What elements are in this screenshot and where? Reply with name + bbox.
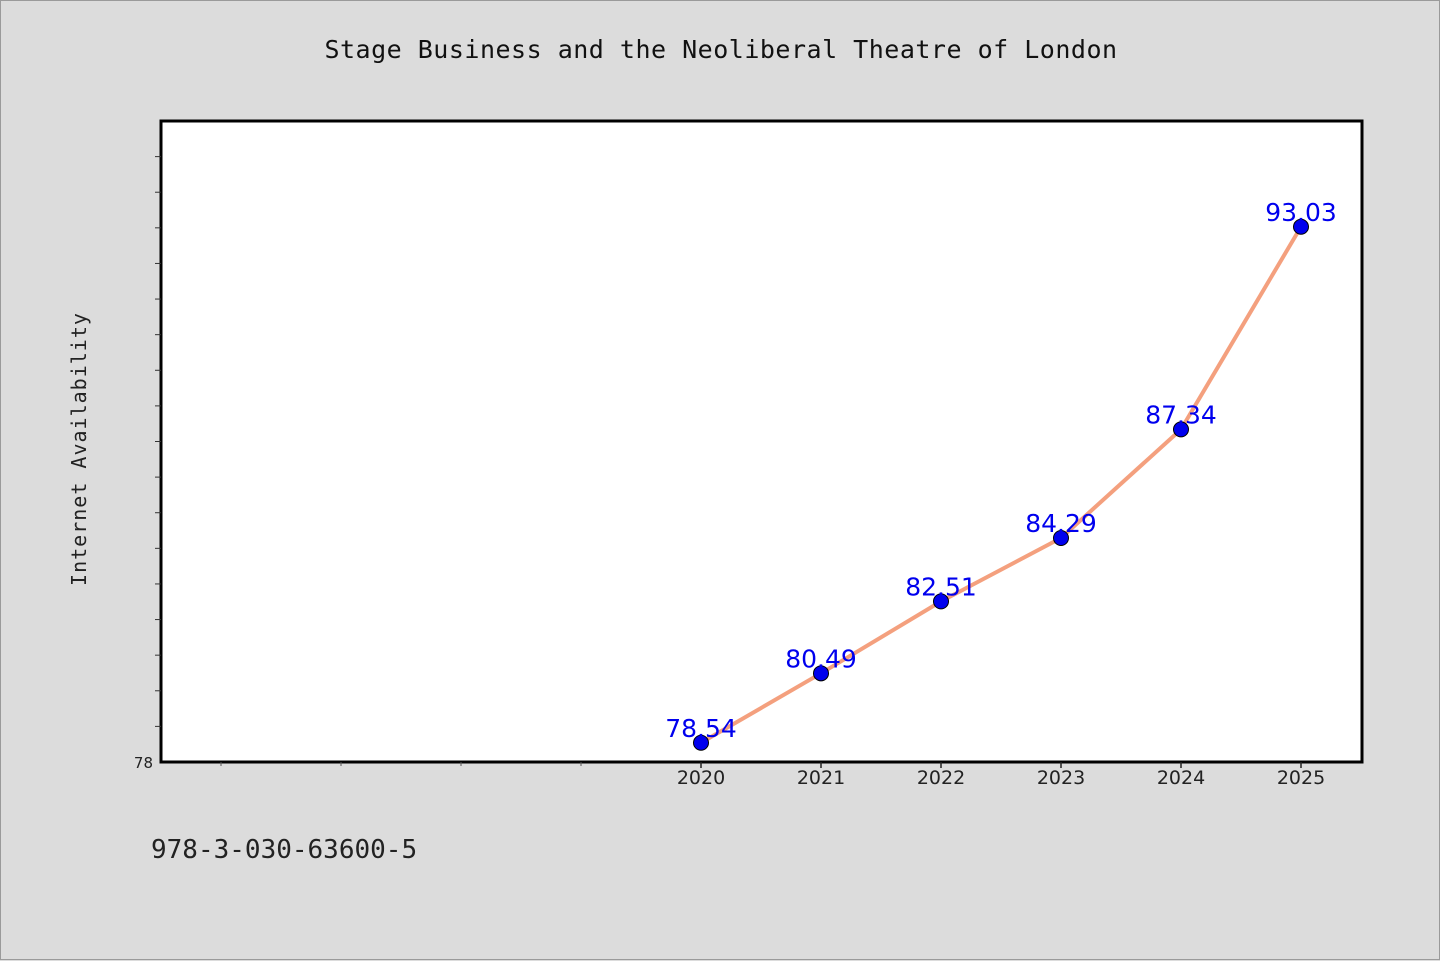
data-label: 78.54 [665, 714, 737, 743]
data-label: 93.03 [1265, 198, 1337, 227]
plot-area [159, 119, 1364, 764]
x-tick-label: 2020 [677, 767, 725, 789]
data-point [693, 734, 709, 751]
data-point [933, 593, 949, 610]
y-tick-label: 78 [134, 754, 153, 772]
data-label: 87.34 [1145, 400, 1217, 429]
x-tick-label: 2023 [1037, 767, 1085, 789]
x-tick-label: 2025 [1277, 767, 1325, 789]
x-tick-label: 2024 [1157, 767, 1205, 789]
data-label: 82.51 [905, 572, 977, 601]
data-point [813, 665, 829, 682]
data-point [1293, 218, 1309, 235]
data-point [1053, 530, 1069, 547]
x-tick-label: 2021 [797, 767, 845, 789]
series-line [699, 224, 1303, 745]
isbn-text: 978-3-030-63600-5 [151, 835, 418, 865]
data-label: 84.29 [1025, 509, 1097, 538]
data-point [1173, 421, 1189, 438]
x-tick-label: 2022 [917, 767, 965, 789]
data-label: 80.49 [785, 644, 857, 673]
chart-title: Stage Business and the Neoliberal Theatr… [324, 35, 1118, 64]
